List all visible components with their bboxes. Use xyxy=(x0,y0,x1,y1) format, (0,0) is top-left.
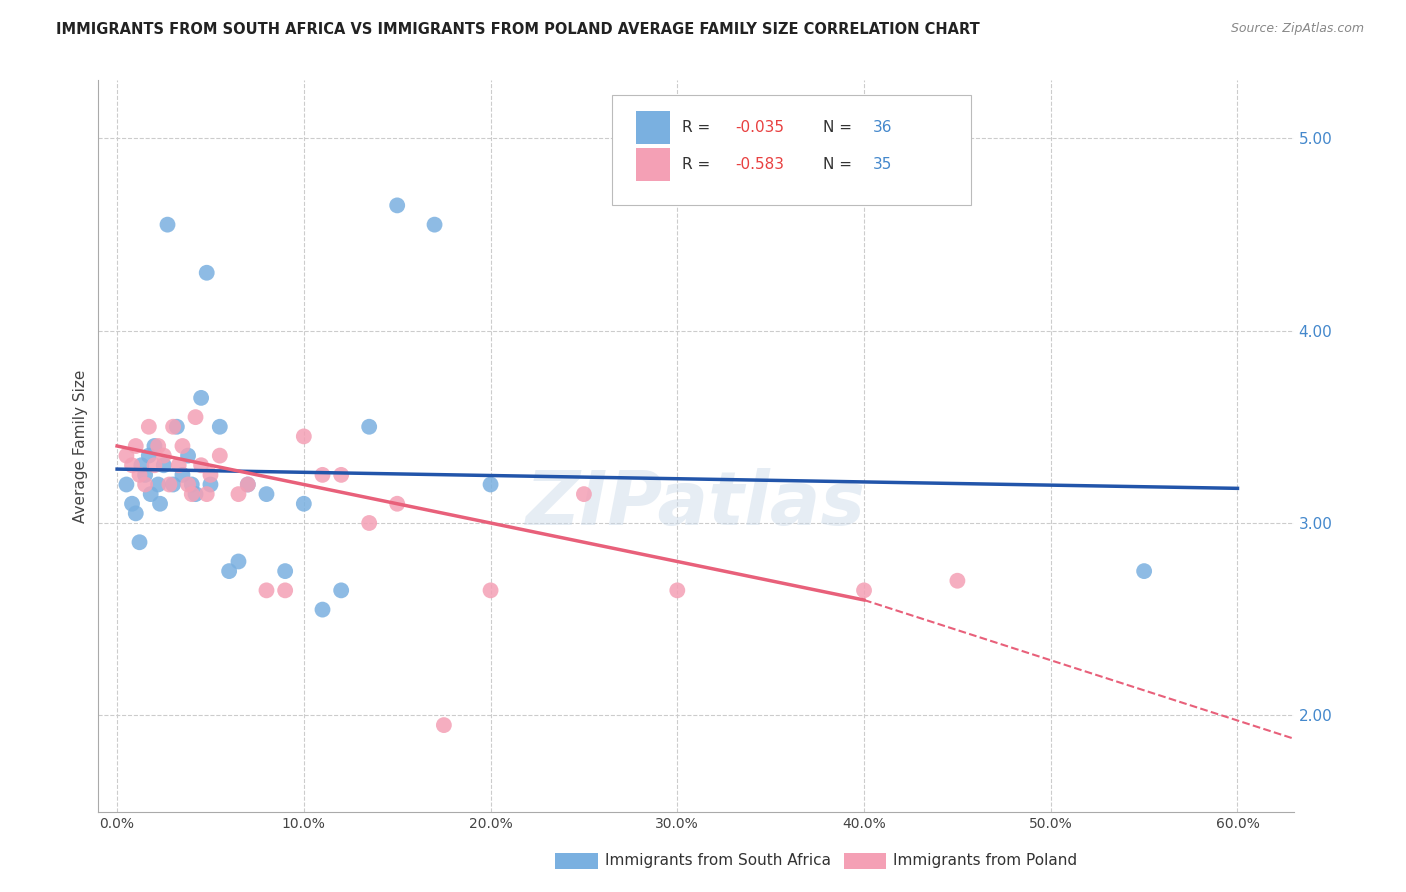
Point xyxy=(184,487,207,501)
Point xyxy=(385,198,409,212)
Point xyxy=(433,718,456,732)
Point xyxy=(385,497,409,511)
Bar xyxy=(637,148,669,181)
Point xyxy=(666,583,689,598)
Point xyxy=(128,535,150,549)
Point xyxy=(115,477,138,491)
Text: 35: 35 xyxy=(873,157,893,172)
Point xyxy=(167,458,190,473)
Point xyxy=(177,477,200,491)
Point xyxy=(195,487,218,501)
Text: ZIPatlas: ZIPatlas xyxy=(526,468,866,541)
Point xyxy=(330,467,353,482)
Point xyxy=(195,266,218,280)
Bar xyxy=(637,112,669,145)
Point xyxy=(152,449,174,463)
Point xyxy=(359,516,381,530)
Point xyxy=(946,574,969,588)
Point xyxy=(256,583,278,598)
Point xyxy=(1133,564,1156,578)
Point xyxy=(180,477,202,491)
Point xyxy=(853,583,876,598)
Point xyxy=(479,583,502,598)
Text: N =: N = xyxy=(823,120,856,136)
Point xyxy=(125,507,148,521)
Point xyxy=(134,477,156,491)
Point xyxy=(121,458,143,473)
Point xyxy=(184,410,207,425)
Point xyxy=(162,419,184,434)
Bar xyxy=(555,853,598,869)
Text: -0.035: -0.035 xyxy=(735,120,785,136)
Point xyxy=(121,497,143,511)
Point xyxy=(115,449,138,463)
Point xyxy=(311,602,333,616)
Point xyxy=(274,564,297,578)
Point xyxy=(138,419,160,434)
Point xyxy=(190,391,212,405)
Point xyxy=(190,458,212,473)
Point xyxy=(138,449,160,463)
Point xyxy=(479,477,502,491)
Text: Source: ZipAtlas.com: Source: ZipAtlas.com xyxy=(1230,22,1364,36)
Point xyxy=(218,564,240,578)
FancyBboxPatch shape xyxy=(613,95,972,204)
Point xyxy=(180,487,202,501)
Point xyxy=(166,419,188,434)
Point xyxy=(311,467,333,482)
Point xyxy=(200,467,222,482)
Point xyxy=(236,477,259,491)
Point xyxy=(236,477,259,491)
Point xyxy=(148,439,170,453)
Text: Immigrants from Poland: Immigrants from Poland xyxy=(893,854,1077,868)
Point xyxy=(134,467,156,482)
Point xyxy=(172,439,194,453)
Text: N =: N = xyxy=(823,157,856,172)
Point xyxy=(172,467,194,482)
Point xyxy=(152,458,174,473)
Point xyxy=(143,458,166,473)
Point xyxy=(208,419,231,434)
Point xyxy=(162,477,184,491)
Text: -0.583: -0.583 xyxy=(735,157,785,172)
Text: 36: 36 xyxy=(873,120,893,136)
Point xyxy=(139,487,162,501)
Point xyxy=(143,439,166,453)
Point xyxy=(292,429,315,443)
Text: R =: R = xyxy=(682,120,714,136)
Point xyxy=(148,477,170,491)
Point xyxy=(149,497,172,511)
Y-axis label: Average Family Size: Average Family Size xyxy=(73,369,89,523)
Point xyxy=(359,419,381,434)
Point xyxy=(228,487,250,501)
Point xyxy=(128,467,150,482)
Point xyxy=(292,497,315,511)
Point xyxy=(131,458,153,473)
Point xyxy=(330,583,353,598)
Point xyxy=(125,439,148,453)
Point xyxy=(228,554,250,568)
Point xyxy=(200,477,222,491)
Point xyxy=(157,477,180,491)
Point xyxy=(572,487,595,501)
Point xyxy=(208,449,231,463)
Bar xyxy=(844,853,886,869)
Point xyxy=(177,449,200,463)
Text: R =: R = xyxy=(682,157,714,172)
Point xyxy=(274,583,297,598)
Point xyxy=(423,218,446,232)
Text: Immigrants from South Africa: Immigrants from South Africa xyxy=(605,854,831,868)
Point xyxy=(256,487,278,501)
Point xyxy=(156,218,179,232)
Text: IMMIGRANTS FROM SOUTH AFRICA VS IMMIGRANTS FROM POLAND AVERAGE FAMILY SIZE CORRE: IMMIGRANTS FROM SOUTH AFRICA VS IMMIGRAN… xyxy=(56,22,980,37)
